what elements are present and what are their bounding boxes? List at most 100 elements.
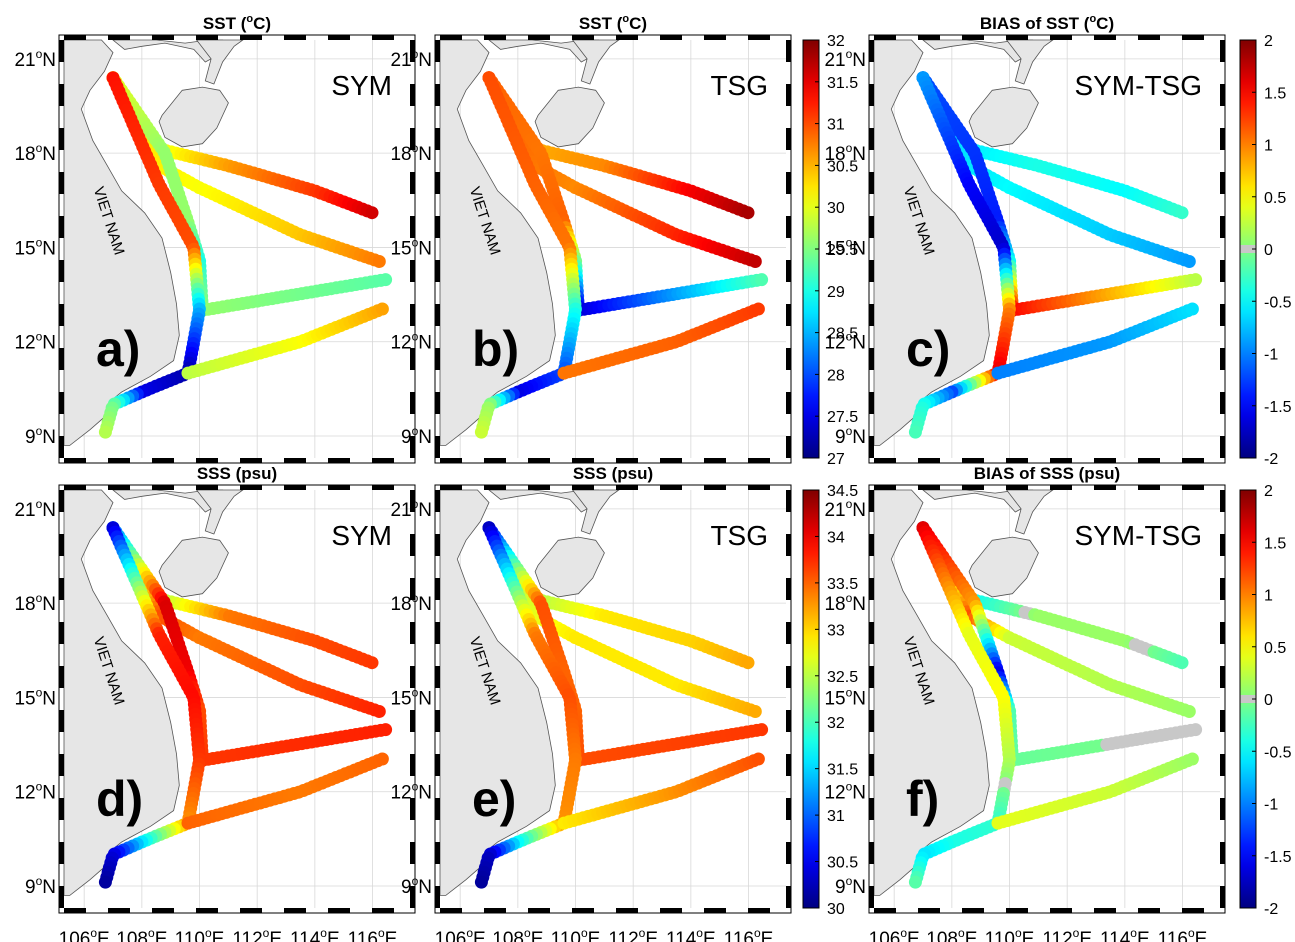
track-point: [755, 273, 769, 287]
top-frame-seg: [1050, 35, 1072, 40]
top-frame-seg: [1138, 35, 1160, 40]
top-frame-seg: [1050, 485, 1072, 490]
track-point: [755, 723, 769, 737]
lat-tick-label: 12oN: [824, 330, 866, 354]
right-frame-seg: [786, 754, 791, 776]
track-markers: [474, 71, 769, 439]
right-frame-seg: [410, 886, 415, 908]
colorbar-2: 34.5 34 33.5 33 32.5 32 31.5 31 30.5 30: [802, 483, 858, 918]
track-markers: [98, 521, 393, 889]
right-frame-seg: [410, 348, 415, 370]
panel-letter: c): [906, 321, 950, 377]
left-frame-seg: [869, 216, 874, 238]
track-point: [1189, 723, 1203, 737]
colorbar-label: 0.5: [1264, 190, 1286, 207]
bottom-frame-seg: [440, 458, 462, 463]
top-frame-seg: [240, 35, 262, 40]
colorbar-label: -1: [1264, 797, 1278, 814]
left-frame-seg: [869, 754, 874, 776]
lat-tick-label: 15oN: [390, 235, 432, 259]
right-frame-seg: [410, 304, 415, 326]
top-frame-seg: [748, 35, 770, 40]
colorbar-label: 31.5: [827, 762, 858, 779]
lon-tick-label: 110oE: [985, 926, 1035, 942]
left-frame-seg: [59, 260, 64, 282]
source-label: TSG: [710, 520, 768, 551]
left-frame-seg: [59, 710, 64, 732]
lat-tick-label: 18oN: [824, 591, 866, 615]
bottom-frame-seg: [1182, 908, 1204, 913]
colorbar-label: -2: [1264, 901, 1278, 918]
top-frame-seg: [440, 35, 462, 40]
right-frame-seg: [410, 842, 415, 864]
colorbar-label: -2: [1264, 451, 1278, 468]
land-vietnam: [439, 489, 556, 896]
left-frame-seg: [435, 534, 440, 556]
top-frame-seg: [1138, 485, 1160, 490]
colorbar-label: 27.5: [827, 409, 858, 426]
land-hainan: [158, 86, 229, 148]
top-frame-seg: [1182, 485, 1204, 490]
land-hainan: [534, 536, 605, 598]
right-frame-seg: [1220, 534, 1225, 556]
left-frame-seg: [869, 578, 874, 600]
right-frame-seg: [1220, 40, 1225, 62]
colorbar-label: 32: [827, 33, 845, 50]
lat-tick-label: 15oN: [390, 685, 432, 709]
land-hainan: [158, 536, 229, 598]
colorbar-label: 31.5: [827, 75, 858, 92]
lon-tick-label: 112oE: [1042, 926, 1092, 942]
bottom-frame-seg: [1182, 458, 1204, 463]
track-point: [379, 273, 393, 287]
left-frame-seg: [435, 886, 440, 908]
right-frame-seg: [786, 578, 791, 600]
left-frame-seg: [869, 392, 874, 414]
right-frame-seg: [410, 128, 415, 150]
top-frame-seg: [372, 485, 394, 490]
panel-frame: [58, 34, 416, 464]
right-frame-seg: [1220, 754, 1225, 776]
right-frame-seg: [1220, 842, 1225, 864]
colorbar-label: 32.5: [827, 669, 858, 686]
colorbar-label: 27: [827, 451, 845, 468]
left-frame-seg: [59, 348, 64, 370]
top-frame-seg: [962, 35, 984, 40]
left-frame-seg: [59, 216, 64, 238]
colorbar-label: 0.5: [1264, 640, 1286, 657]
lon-tick-label: 108oE: [926, 926, 977, 942]
bottom-frame-seg: [240, 458, 262, 463]
right-frame-seg: [1220, 798, 1225, 820]
bottom-frame-seg: [874, 458, 896, 463]
bottom-frame-seg: [484, 908, 506, 913]
land-leizhou: [1005, 489, 1055, 535]
colorbar-label: 30: [827, 200, 845, 217]
right-frame-seg: [1220, 260, 1225, 282]
left-frame-seg: [59, 754, 64, 776]
lat-tick-label: 12oN: [390, 330, 432, 354]
lat-tick-label: 12oN: [14, 780, 56, 804]
colorbar-zero-band: [1240, 245, 1256, 253]
top-frame-seg: [704, 35, 726, 40]
left-frame-seg: [59, 798, 64, 820]
left-frame-seg: [435, 172, 440, 194]
colorbar-label: 29: [827, 284, 845, 301]
right-frame-seg: [1220, 622, 1225, 644]
colorbar-3: 2 1.5 1 0.5 0 -0.5 -1 -1.5 -2: [1239, 483, 1292, 918]
bottom-frame-seg: [660, 458, 682, 463]
top-frame-seg: [918, 485, 940, 490]
left-frame-seg: [435, 392, 440, 414]
colorbar-label: -1.5: [1264, 849, 1292, 866]
left-frame-seg: [435, 490, 440, 512]
top-frame-seg: [64, 485, 86, 490]
lon-tick-label: 116oE: [348, 926, 398, 942]
right-frame-seg: [1220, 886, 1225, 908]
panel-title: BIAS of SST (oC): [980, 13, 1114, 33]
right-frame-seg: [786, 260, 791, 282]
track-point: [375, 752, 389, 766]
track-point: [1185, 302, 1199, 316]
lat-tick-label: 9oN: [835, 424, 866, 448]
track-point: [372, 705, 386, 718]
bottom-frame-seg: [572, 458, 594, 463]
